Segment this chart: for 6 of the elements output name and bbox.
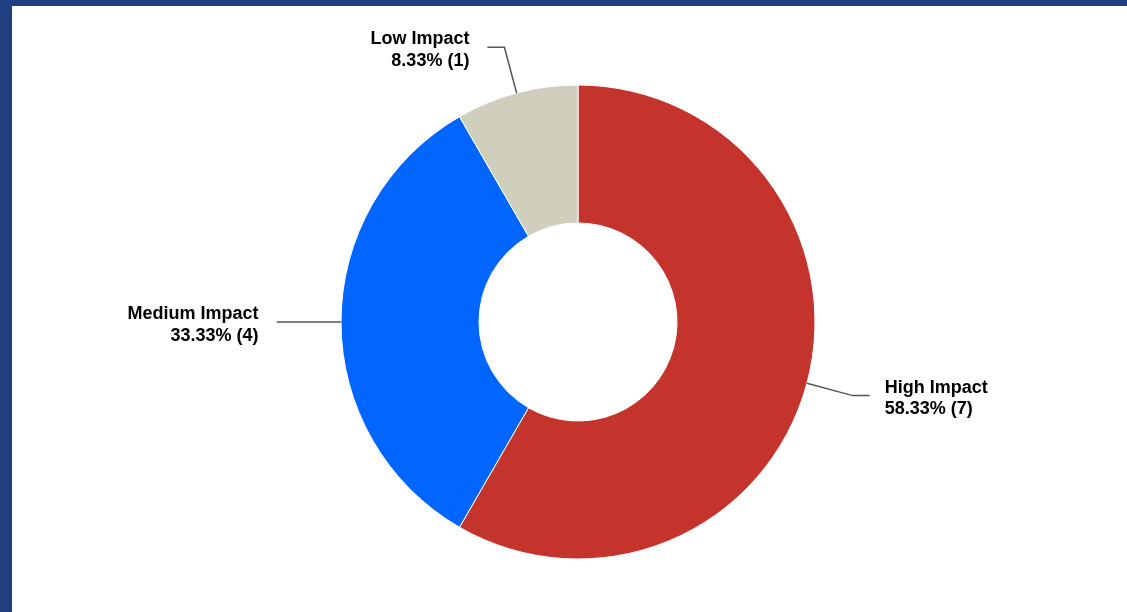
data-label: 8.33% (1) <box>391 49 470 70</box>
slice-label: Medium Impact <box>127 303 259 323</box>
slice-label: Low Impact <box>370 28 470 49</box>
slice-label: High Impact <box>884 376 988 397</box>
data-label: 58.33% (7) <box>884 398 973 419</box>
data-label: 33.33% (4) <box>170 324 259 345</box>
